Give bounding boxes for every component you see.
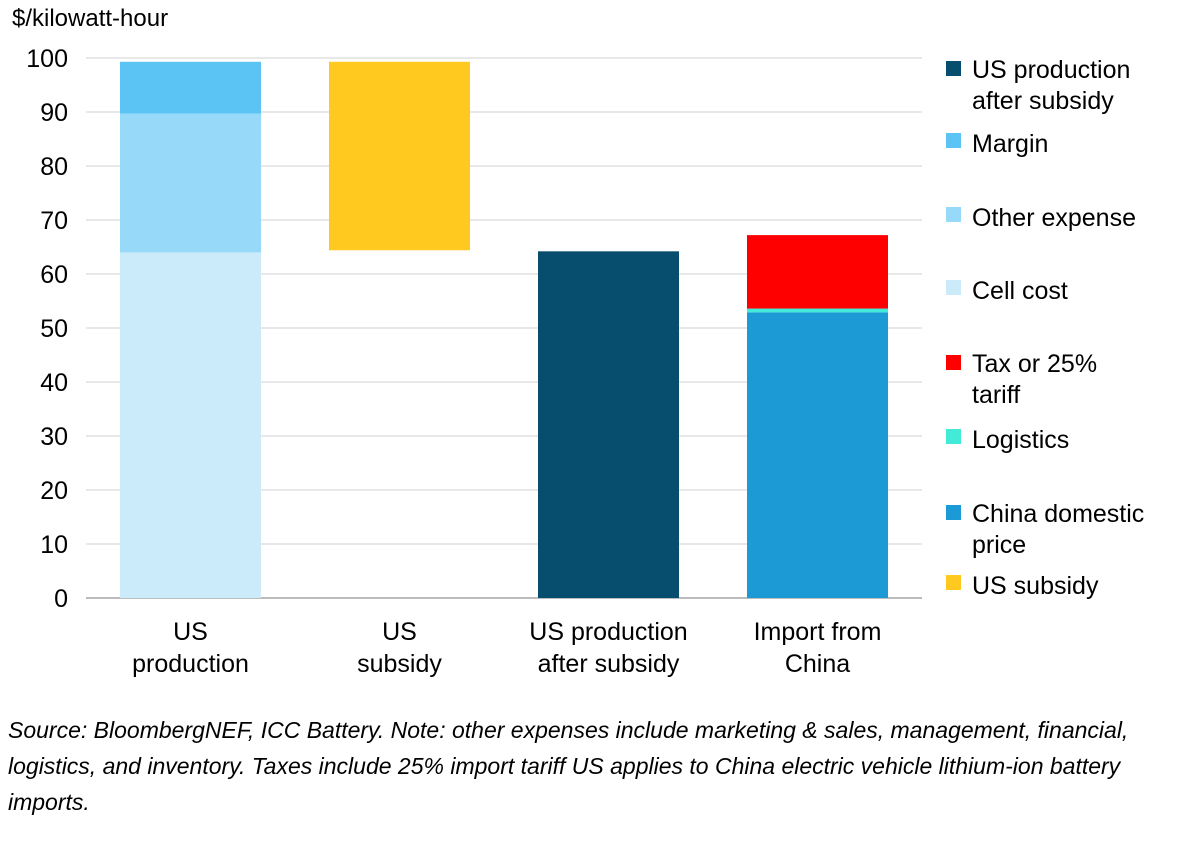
legend-label: Margin [972,130,1048,158]
x-category-label: US production [529,618,687,646]
legend-swatch [946,575,961,590]
legend-swatch [946,355,961,370]
x-category-label: production [132,650,249,678]
y-tick-label: 100 [26,45,68,73]
bar-segment-tax-or-25-tariff [747,235,888,309]
y-tick-label: 80 [40,153,68,181]
legend-label: price [972,531,1026,559]
legend-label: after subsidy [972,87,1114,115]
bar-segment-china-domestic-price [747,312,888,598]
y-tick-label: 10 [40,531,68,559]
legend-label: Cell cost [972,277,1068,305]
y-tick-label: 90 [40,99,68,127]
bar-segment-margin [120,61,261,114]
legend-label: US subsidy [972,572,1099,600]
legend-swatch [946,133,961,148]
x-category-labels: US production US subsidy US production after … [132,618,881,678]
legend-label: Other expense [972,204,1136,232]
legend-swatch [946,505,961,520]
x-category-label: Import from [754,618,882,646]
y-tick-label: 70 [40,207,68,235]
legend-label: US production [972,56,1130,84]
y-tick-label: 0 [54,585,68,613]
x-category-label: subsidy [357,650,442,678]
stacked-bar-chart: $/kilowatt-hour 0 10 20 30 40 50 60 70 80 90 100 U… [12,5,1144,678]
bar-segment-us-subsidy [329,61,470,251]
legend-label: tariff [972,381,1020,409]
y-tick-label: 40 [40,369,68,397]
y-axis-label: $/kilowatt-hour [12,5,168,32]
legend-label: China domestic [972,500,1144,528]
legend: US production after subsidy Margin Other ex… [946,56,1144,600]
y-tick-label: 60 [40,261,68,289]
bar-segment-us-production-after-subsidy [538,251,679,598]
legend-swatch [946,280,961,295]
bars [120,61,888,598]
legend-swatch [946,207,961,222]
legend-swatch [946,61,961,76]
bar-segment-cell-cost [120,252,261,598]
y-tick-label: 30 [40,423,68,451]
legend-label: Tax or 25% [972,350,1097,378]
x-category-label: after subsidy [538,650,680,678]
legend-swatch [946,429,961,444]
y-tick-labels: 0 10 20 30 40 50 60 70 80 90 100 [26,45,68,613]
legend-label: Logistics [972,426,1069,454]
source-note: Source: BloombergNEF, ICC Battery. Note:… [8,717,1129,815]
bar-segment-logistics [747,308,888,313]
y-tick-label: 50 [40,315,68,343]
bar-segment-other-expense [120,113,261,253]
x-category-label: US [382,618,417,646]
x-category-label: US [173,618,208,646]
x-category-label: China [785,650,850,678]
y-tick-label: 20 [40,477,68,505]
